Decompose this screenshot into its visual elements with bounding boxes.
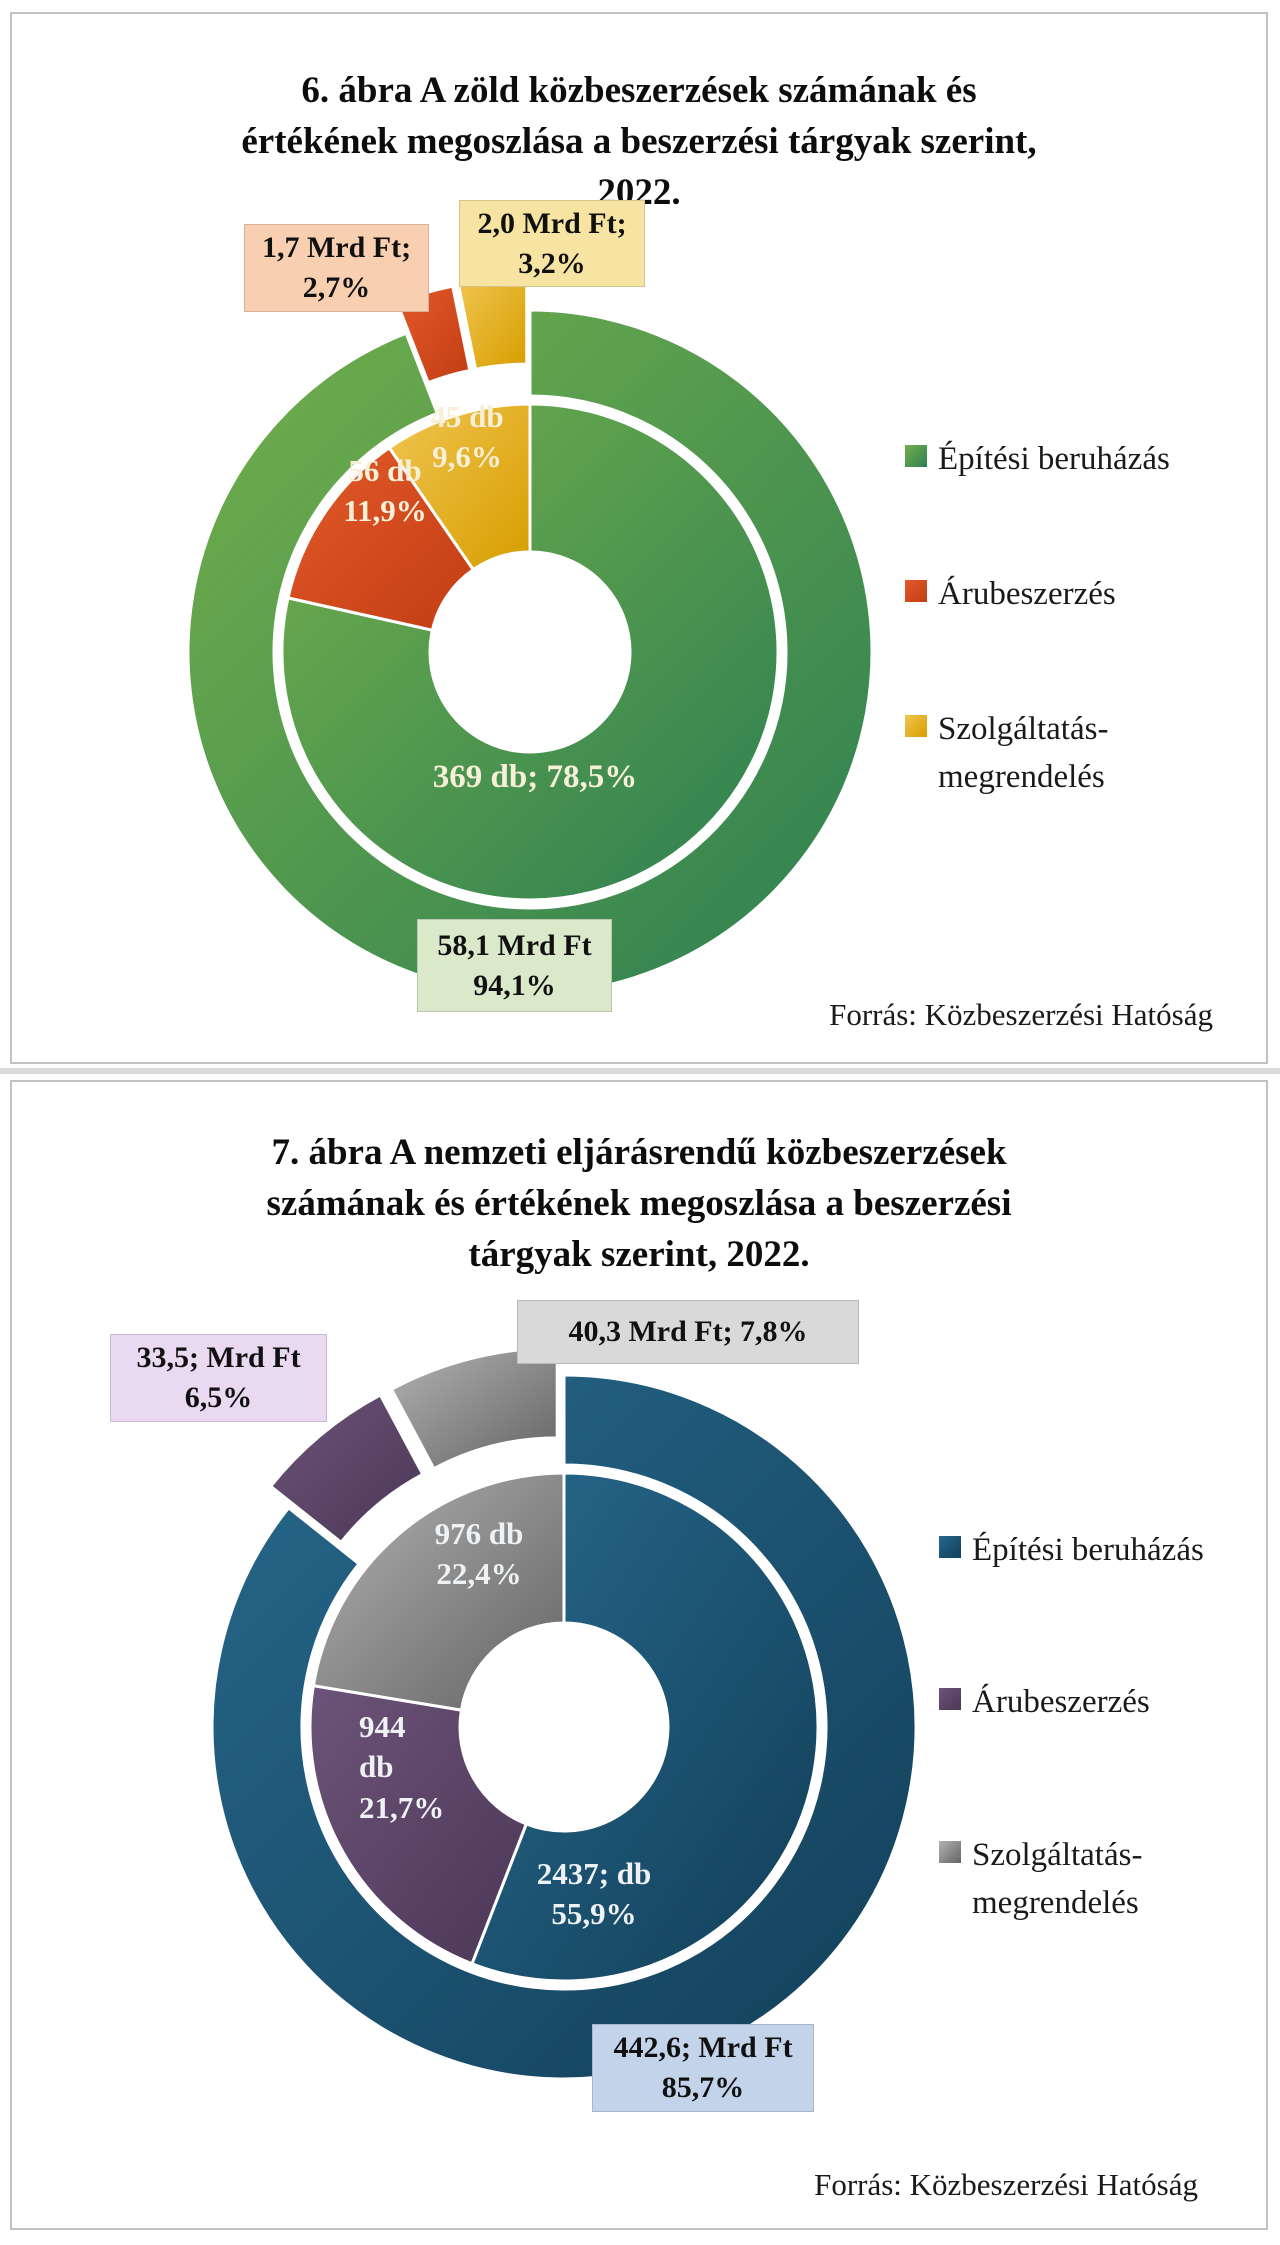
legend-label: Árubeszerzés [972, 1684, 1150, 1720]
figure-6-legend-item-construction: Építési beruházás [905, 436, 1170, 484]
figure-6-label-services-count: 45 db 9,6% [430, 399, 504, 475]
construction-legend-swatch [905, 445, 927, 467]
figure-7-legend-item-services: Szolgáltatás- megrendelés [939, 1832, 1142, 1928]
figure-7-legend-item-construction: Építési beruházás [939, 1527, 1204, 1575]
figure-7-label-construction-count: 2437; db 55,9% [536, 1856, 652, 1932]
legend-label: Szolgáltatás- megrendelés [938, 711, 1109, 795]
figure-7-donut-chart [210, 1346, 918, 2081]
goods-legend-swatch [939, 1688, 961, 1710]
services-legend-swatch [939, 1841, 961, 1863]
figure-6-label-construction-count: 369 db; 78,5% [432, 759, 638, 795]
legend-label: Építési beruházás [938, 441, 1170, 477]
figure-7-callout-services-value: 40,3 Mrd Ft; 7,8% [517, 1300, 859, 1364]
construction-legend-swatch [939, 1536, 961, 1558]
figure-6-legend-item-services: Szolgáltatás- megrendelés [905, 706, 1108, 802]
figure-6-callout-services-value: 2,0 Mrd Ft; 3,2% [459, 200, 645, 287]
figure-7-panel: 7. ábra A nemzeti eljárásrendű közbeszer… [10, 1080, 1268, 2230]
figure-6-legend-item-goods: Árubeszerzés [905, 571, 1116, 619]
goods-legend-swatch [905, 580, 927, 602]
figure-7-label-goods-count: 944 db 21,7% [359, 1709, 445, 1825]
legend-label: Szolgáltatás- megrendelés [972, 1837, 1143, 1921]
figure-7-source: Forrás: Közbeszerzési Hatóság [814, 2167, 1198, 2202]
figure-6-donut-chart [186, 276, 874, 996]
figure-6-panel: 6. ábra A zöld közbeszerzések számának é… [10, 12, 1268, 1064]
figure-7-title: 7. ábra A nemzeti eljárásrendű közbeszer… [266, 1131, 1012, 1275]
figure-7-callout-construction-value: 442,6; Mrd Ft 85,7% [592, 2024, 814, 2112]
figure-7-legend-item-goods: Árubeszerzés [939, 1679, 1150, 1727]
figure-6-source: Forrás: Közbeszerzési Hatóság [829, 997, 1213, 1032]
services-legend-swatch [905, 715, 927, 737]
figure-6-title: 6. ábra A zöld közbeszerzések számának é… [241, 69, 1037, 213]
figure-6-callout-construction-value: 58,1 Mrd Ft 94,1% [417, 919, 612, 1012]
figure-6-callout-goods-value: 1,7 Mrd Ft; 2,7% [244, 224, 429, 312]
panel-divider [0, 1068, 1280, 1074]
legend-label: Árubeszerzés [938, 576, 1116, 612]
figure-7-callout-goods-value: 33,5; Mrd Ft 6,5% [110, 1334, 327, 1422]
figure-6-label-goods-count: 56 db 11,9% [343, 453, 427, 529]
legend-label: Építési beruházás [972, 1532, 1204, 1568]
figure-7-label-services-count: 976 db 22,4% [434, 1516, 524, 1592]
